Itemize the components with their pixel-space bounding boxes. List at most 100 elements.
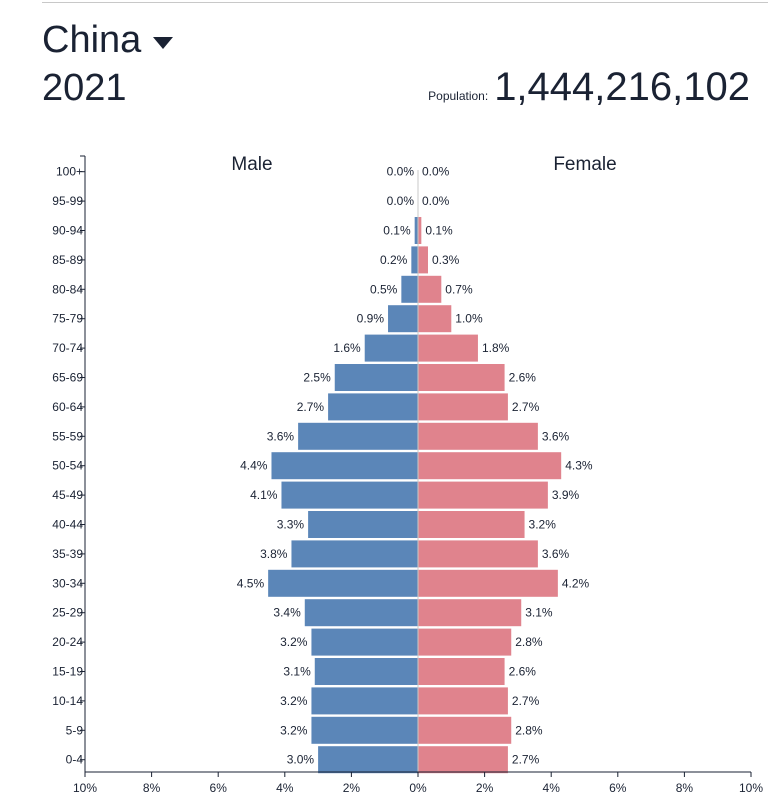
male-bar	[304, 599, 418, 627]
year-label: 2021	[42, 67, 127, 109]
male-value-label: 0.9%	[357, 312, 385, 326]
x-axis-tick-label: 8%	[143, 781, 161, 795]
female-bar	[418, 217, 422, 244]
male-value-label: 2.5%	[303, 371, 331, 385]
male-bar	[314, 658, 418, 685]
male-value-label: 3.8%	[260, 547, 288, 561]
male-bar	[388, 305, 418, 333]
male-bar	[401, 275, 418, 303]
male-value-label: 4.1%	[250, 488, 278, 502]
age-group-label: 25-29	[52, 606, 83, 620]
country-selector[interactable]: China	[42, 18, 174, 62]
population-label: Population:	[428, 89, 489, 103]
male-bar	[291, 540, 418, 568]
female-value-label: 4.3%	[565, 459, 593, 473]
male-bar	[411, 246, 418, 274]
age-group-label: 50-54	[52, 459, 83, 473]
x-axis-tick-label: 2%	[343, 781, 361, 795]
x-axis-tick-label: 8%	[676, 781, 694, 795]
age-group-label: 20-24	[52, 635, 83, 649]
series-label-male: Male	[231, 154, 272, 175]
male-bar	[328, 393, 418, 421]
female-bar	[418, 334, 478, 362]
age-group-label: 55-59	[52, 429, 83, 443]
x-axis-tick-label: 6%	[609, 781, 627, 795]
female-bar	[418, 628, 512, 656]
female-value-label: 0.0%	[422, 194, 450, 208]
male-value-label: 3.2%	[280, 635, 308, 649]
country-name: China	[42, 19, 142, 61]
female-value-label: 4.2%	[562, 576, 590, 590]
female-bar	[418, 452, 562, 480]
female-bar	[418, 658, 505, 685]
male-value-label: 0.0%	[387, 165, 415, 179]
male-value-label: 0.5%	[370, 282, 398, 296]
female-bar	[418, 422, 538, 450]
female-value-label: 2.6%	[509, 665, 537, 679]
population-value: 1,444,216,102	[494, 65, 750, 109]
female-value-label: 3.2%	[529, 518, 557, 532]
female-value-label: 2.7%	[512, 694, 540, 708]
male-value-label: 3.2%	[280, 694, 308, 708]
age-group-label: 30-34	[52, 576, 83, 590]
male-bar	[281, 481, 418, 509]
female-value-label: 1.0%	[455, 312, 483, 326]
male-bar	[308, 511, 418, 538]
x-axis-tick-label: 4%	[276, 781, 294, 795]
x-axis-tick-label: 0%	[409, 781, 427, 795]
population-display: Population: 1,444,216,102	[428, 64, 750, 110]
male-bar	[364, 334, 418, 362]
male-value-label: 0.1%	[383, 224, 411, 238]
age-group-label: 10-14	[52, 694, 83, 708]
male-bar	[318, 746, 418, 774]
top-divider	[42, 2, 768, 3]
female-value-label: 2.6%	[509, 371, 537, 385]
age-group-label: 80-84	[52, 282, 83, 296]
female-bar	[418, 687, 508, 715]
age-group-label: 15-19	[52, 665, 83, 679]
female-value-label: 0.3%	[432, 253, 460, 267]
male-value-label: 3.3%	[277, 518, 305, 532]
female-bar	[418, 599, 522, 627]
male-bar	[311, 716, 418, 744]
female-bar	[418, 364, 505, 391]
female-value-label: 3.1%	[525, 606, 553, 620]
male-bar	[271, 452, 418, 480]
female-bar	[418, 305, 452, 333]
caret-down-icon	[153, 37, 174, 49]
x-axis-tick-label: 10%	[73, 781, 97, 795]
male-bar	[311, 687, 418, 715]
age-group-label: 5-9	[66, 723, 84, 737]
age-group-label: 40-44	[52, 518, 83, 532]
age-group-label: 95-99	[52, 194, 83, 208]
female-bar	[418, 540, 538, 568]
female-bar	[418, 569, 558, 597]
age-group-label: 35-39	[52, 547, 83, 561]
male-bar	[268, 569, 418, 597]
female-value-label: 0.1%	[425, 224, 453, 238]
male-value-label: 3.2%	[280, 723, 308, 737]
female-bar	[418, 746, 508, 774]
female-bar	[418, 716, 512, 744]
age-group-label: 0-4	[66, 753, 84, 767]
age-group-label: 45-49	[52, 488, 83, 502]
female-value-label: 2.7%	[512, 753, 540, 767]
age-group-label: 85-89	[52, 253, 83, 267]
female-value-label: 3.6%	[542, 547, 570, 561]
male-value-label: 0.0%	[387, 194, 415, 208]
female-bar	[418, 511, 525, 538]
female-value-label: 2.8%	[515, 723, 543, 737]
age-group-label: 75-79	[52, 312, 83, 326]
age-group-label: 90-94	[52, 224, 83, 238]
x-axis-tick-label: 2%	[476, 781, 494, 795]
male-value-label: 3.0%	[287, 753, 315, 767]
x-axis-tick-label: 10%	[739, 781, 763, 795]
female-bar	[418, 481, 548, 509]
x-axis-tick-label: 6%	[210, 781, 228, 795]
male-value-label: 4.4%	[240, 459, 268, 473]
female-value-label: 3.6%	[542, 429, 570, 443]
male-bar	[414, 217, 418, 244]
series-label-female: Female	[553, 154, 616, 175]
age-group-label: 70-74	[52, 341, 83, 355]
